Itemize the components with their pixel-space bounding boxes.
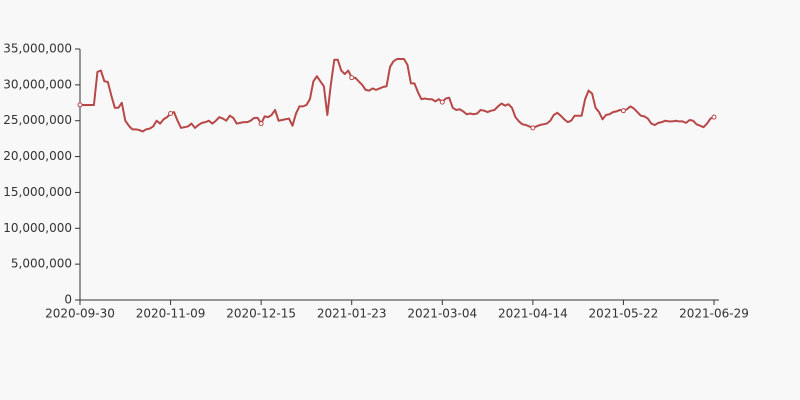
y-tick-label: 10,000,000 (3, 221, 72, 235)
point (439, 99, 445, 105)
y-tick-label: 35,000,000 (3, 42, 72, 56)
y-tick-label: 5,000,000 (11, 257, 72, 271)
x-tick-label: 2021-03-04 (407, 307, 477, 321)
point (77, 102, 83, 108)
point (711, 114, 717, 120)
y-tick-label: 25,000,000 (3, 113, 72, 127)
x-tick-label: 2021-01-23 (317, 307, 387, 321)
point (620, 108, 626, 114)
y-tick-label: 30,000,000 (3, 77, 72, 91)
y-tick-label: 20,000,000 (3, 149, 72, 163)
x-tick-label: 2021-05-22 (589, 307, 659, 321)
x-tick-label: 2020-09-30 (45, 307, 115, 321)
y-tick-label: 15,000,000 (3, 185, 72, 199)
line (80, 58, 715, 133)
x-tick-label: 2020-12-15 (226, 307, 296, 321)
point (530, 125, 536, 131)
y-tick-label: 0 (64, 293, 72, 307)
x-tick-label: 2021-04-14 (498, 307, 568, 321)
point (349, 75, 355, 81)
x-tick-label: 2020-11-09 (136, 307, 206, 321)
point (258, 121, 264, 127)
x-tick-label: 2021-06-29 (679, 307, 749, 321)
point (168, 111, 174, 117)
